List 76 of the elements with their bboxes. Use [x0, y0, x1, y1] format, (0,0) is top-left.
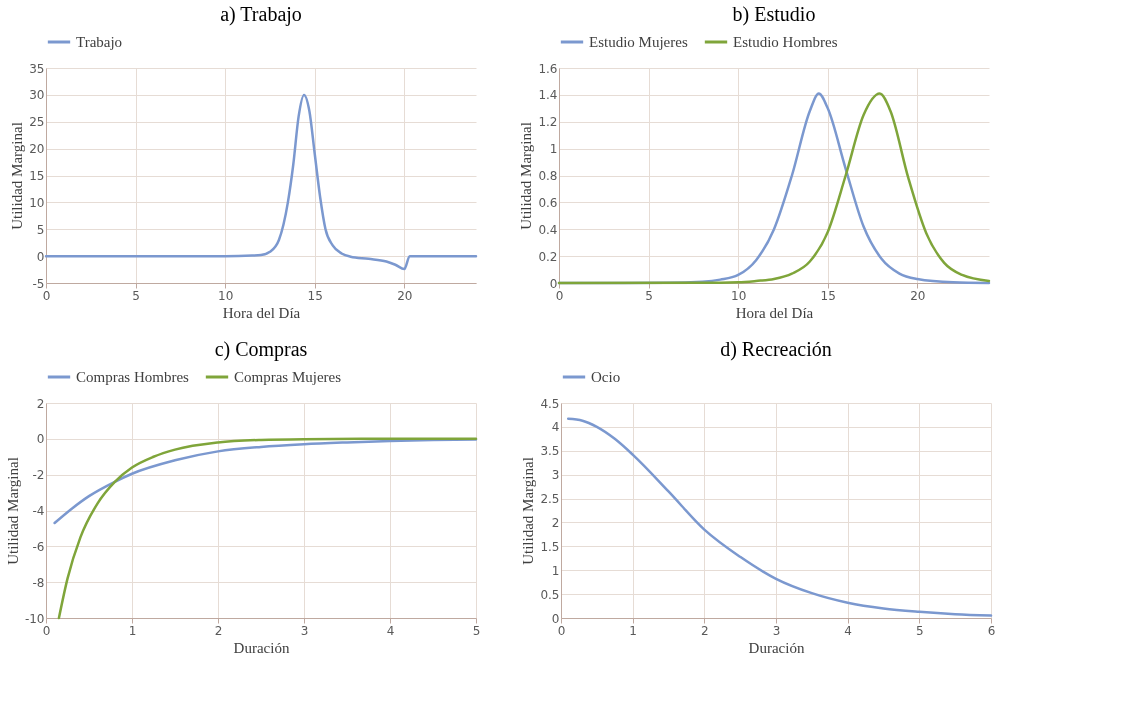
- x-tick-label: 20: [910, 288, 926, 303]
- x-tick-label: 10: [218, 288, 234, 303]
- x-tick-label: 20: [397, 288, 413, 303]
- x-axis-title: Duración: [233, 639, 290, 656]
- y-tick-label: 10: [29, 195, 45, 210]
- x-tick-label: 5: [132, 288, 140, 303]
- legend-label: Compras Mujeres: [234, 369, 342, 385]
- y-tick-label: 1.4: [538, 88, 558, 103]
- x-tick-label: 4: [844, 623, 852, 638]
- y-tick-label: -8: [32, 575, 45, 590]
- y-tick-label: 2: [551, 515, 560, 530]
- y-tick-label: -2: [32, 468, 45, 483]
- y-axis-title: Utilidad Marginal: [9, 122, 26, 230]
- line-series: [44, 93, 478, 271]
- y-tick-label: 0: [36, 432, 45, 447]
- chart-title: d) Recreación: [720, 338, 832, 361]
- line-series: [566, 417, 993, 617]
- x-axis-title: Hora del Día: [222, 304, 301, 321]
- legend-label: Compras Hombres: [76, 369, 190, 385]
- x-tick-label: 6: [987, 623, 996, 638]
- chart-title: b) Estudio: [732, 3, 816, 26]
- y-tick-label: 2.5: [540, 492, 560, 507]
- y-tick-label: -4: [32, 504, 45, 518]
- legend-label: Estudio Mujeres: [589, 34, 688, 50]
- y-axis-title: Utilidad Marginal: [520, 457, 537, 565]
- x-tick-label: 2: [214, 623, 223, 638]
- y-tick-label: 0.5: [540, 587, 560, 602]
- y-tick-label: 0.2: [538, 249, 558, 264]
- y-tick-label: 0: [551, 611, 560, 626]
- y-tick-label: 0: [549, 276, 558, 291]
- x-tick-label: 15: [307, 288, 323, 303]
- x-tick-label: 2: [701, 623, 709, 638]
- x-tick-label: 15: [820, 288, 836, 303]
- y-axis-title: Utilidad Marginal: [4, 457, 21, 565]
- legend-label: Estudio Hombres: [733, 34, 838, 50]
- y-tick-label: 5: [36, 222, 45, 237]
- x-tick-label: 5: [645, 288, 653, 303]
- line-series: [53, 438, 478, 525]
- y-tick-label: 2: [36, 396, 45, 411]
- legend-label: Trabajo: [76, 34, 123, 50]
- y-tick-label: 0: [36, 249, 45, 264]
- y-tick-label: -6: [32, 539, 45, 554]
- y-tick-label: 1.6: [538, 61, 558, 76]
- y-tick-label: 0.8: [538, 169, 558, 183]
- y-tick-label: 30: [29, 88, 45, 103]
- line-series: [57, 437, 478, 620]
- x-tick-label: 3: [300, 623, 309, 638]
- x-tick-label: 1: [128, 623, 137, 638]
- y-tick-label: 25: [29, 115, 45, 130]
- legend-label: Ocio: [591, 369, 621, 385]
- y-tick-label: 3.5: [540, 444, 560, 459]
- chart-title: a) Trabajo: [220, 3, 302, 26]
- y-tick-label: -10: [24, 611, 45, 626]
- x-tick-label: 3: [772, 623, 781, 638]
- y-tick-label: 4.5: [540, 396, 560, 411]
- x-axis-title: Duración: [748, 639, 805, 656]
- y-tick-label: 0.6: [538, 195, 558, 210]
- y-tick-label: 1.5: [540, 539, 560, 554]
- y-tick-label: 1: [549, 142, 558, 157]
- x-tick-label: 10: [731, 288, 747, 303]
- x-tick-label: 5: [472, 623, 481, 638]
- x-tick-label: 5: [916, 623, 924, 638]
- x-tick-label: 1: [629, 623, 637, 638]
- y-tick-label: 0.4: [538, 222, 558, 237]
- chart-title: c) Compras: [214, 338, 308, 361]
- y-tick-label: 1: [551, 563, 560, 578]
- x-tick-label: 4: [386, 623, 395, 638]
- y-tick-label: 35: [29, 61, 45, 76]
- y-tick-label: 20: [29, 142, 45, 157]
- y-tick-label: 4: [551, 420, 560, 435]
- y-tick-label: 15: [29, 169, 45, 183]
- y-tick-label: 3: [551, 468, 560, 483]
- y-axis-title: Utilidad Marginal: [518, 122, 535, 230]
- y-tick-label: 1.2: [538, 115, 558, 130]
- y-tick-label: -5: [32, 276, 45, 291]
- x-axis-title: Hora del Día: [735, 304, 814, 321]
